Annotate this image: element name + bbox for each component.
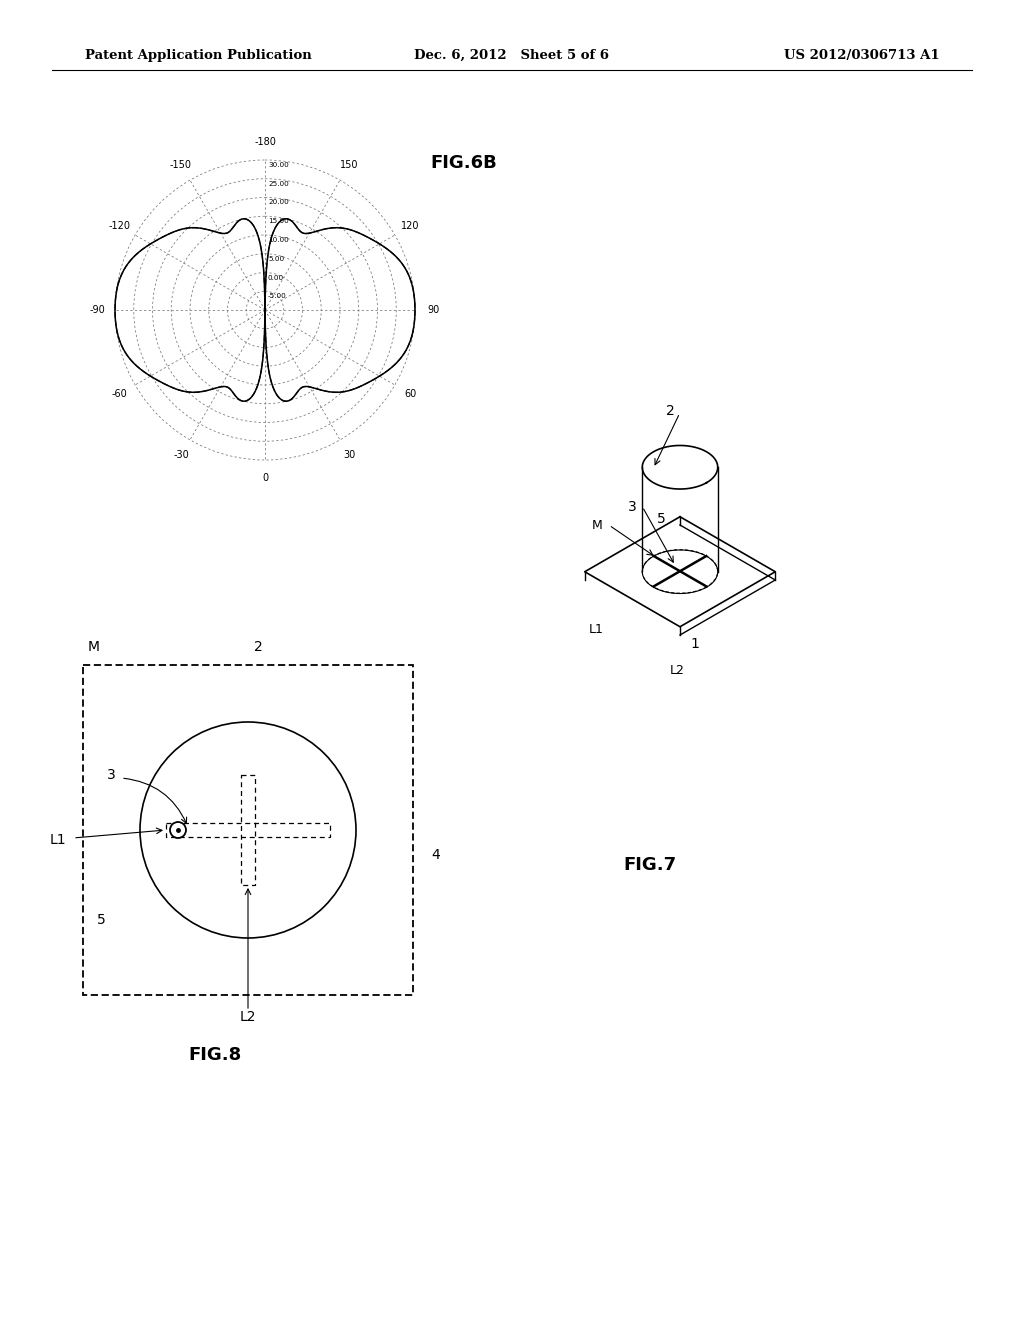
Text: 2: 2 (666, 404, 675, 418)
Text: 30: 30 (343, 450, 355, 461)
Text: 5.00: 5.00 (268, 256, 284, 261)
Text: 20.00: 20.00 (268, 199, 289, 206)
Text: 5: 5 (656, 512, 666, 525)
Text: 3: 3 (628, 499, 636, 513)
Text: 1: 1 (690, 638, 699, 651)
Text: Dec. 6, 2012   Sheet 5 of 6: Dec. 6, 2012 Sheet 5 of 6 (415, 49, 609, 62)
Text: 5: 5 (96, 913, 105, 927)
Text: 15.00: 15.00 (268, 218, 289, 224)
Text: FIG.8: FIG.8 (188, 1045, 242, 1064)
Text: 3: 3 (106, 768, 116, 781)
Text: 10.00: 10.00 (268, 238, 289, 243)
Text: -180: -180 (254, 137, 275, 147)
Text: 60: 60 (404, 389, 417, 399)
Text: FIG.6B: FIG.6B (430, 154, 497, 172)
Text: L2: L2 (240, 1010, 256, 1024)
Text: L1: L1 (50, 833, 67, 847)
Text: 2: 2 (254, 640, 262, 653)
Text: US 2012/0306713 A1: US 2012/0306713 A1 (784, 49, 940, 62)
Text: FIG.7: FIG.7 (624, 855, 677, 874)
Text: 25.00: 25.00 (268, 181, 289, 186)
Text: 0: 0 (262, 473, 268, 483)
Text: 4: 4 (431, 847, 439, 862)
Text: M: M (88, 640, 100, 653)
Text: -5.00: -5.00 (268, 293, 287, 300)
Text: L2: L2 (670, 664, 685, 677)
Text: -120: -120 (109, 220, 130, 231)
Text: L1: L1 (589, 623, 604, 635)
Text: -30: -30 (173, 450, 188, 461)
Bar (166, 822, 330, 837)
Text: 90: 90 (427, 305, 439, 315)
Text: -150: -150 (170, 160, 193, 169)
Bar (83, 665, 413, 995)
Text: 150: 150 (340, 160, 358, 169)
Bar (241, 775, 255, 884)
Text: Patent Application Publication: Patent Application Publication (85, 49, 311, 62)
Text: -90: -90 (89, 305, 104, 315)
Text: -60: -60 (112, 389, 127, 399)
Circle shape (170, 822, 186, 838)
Text: 120: 120 (401, 220, 420, 231)
Text: M: M (592, 519, 603, 532)
Text: 0.00: 0.00 (268, 275, 284, 281)
Text: 30.00: 30.00 (268, 162, 289, 168)
